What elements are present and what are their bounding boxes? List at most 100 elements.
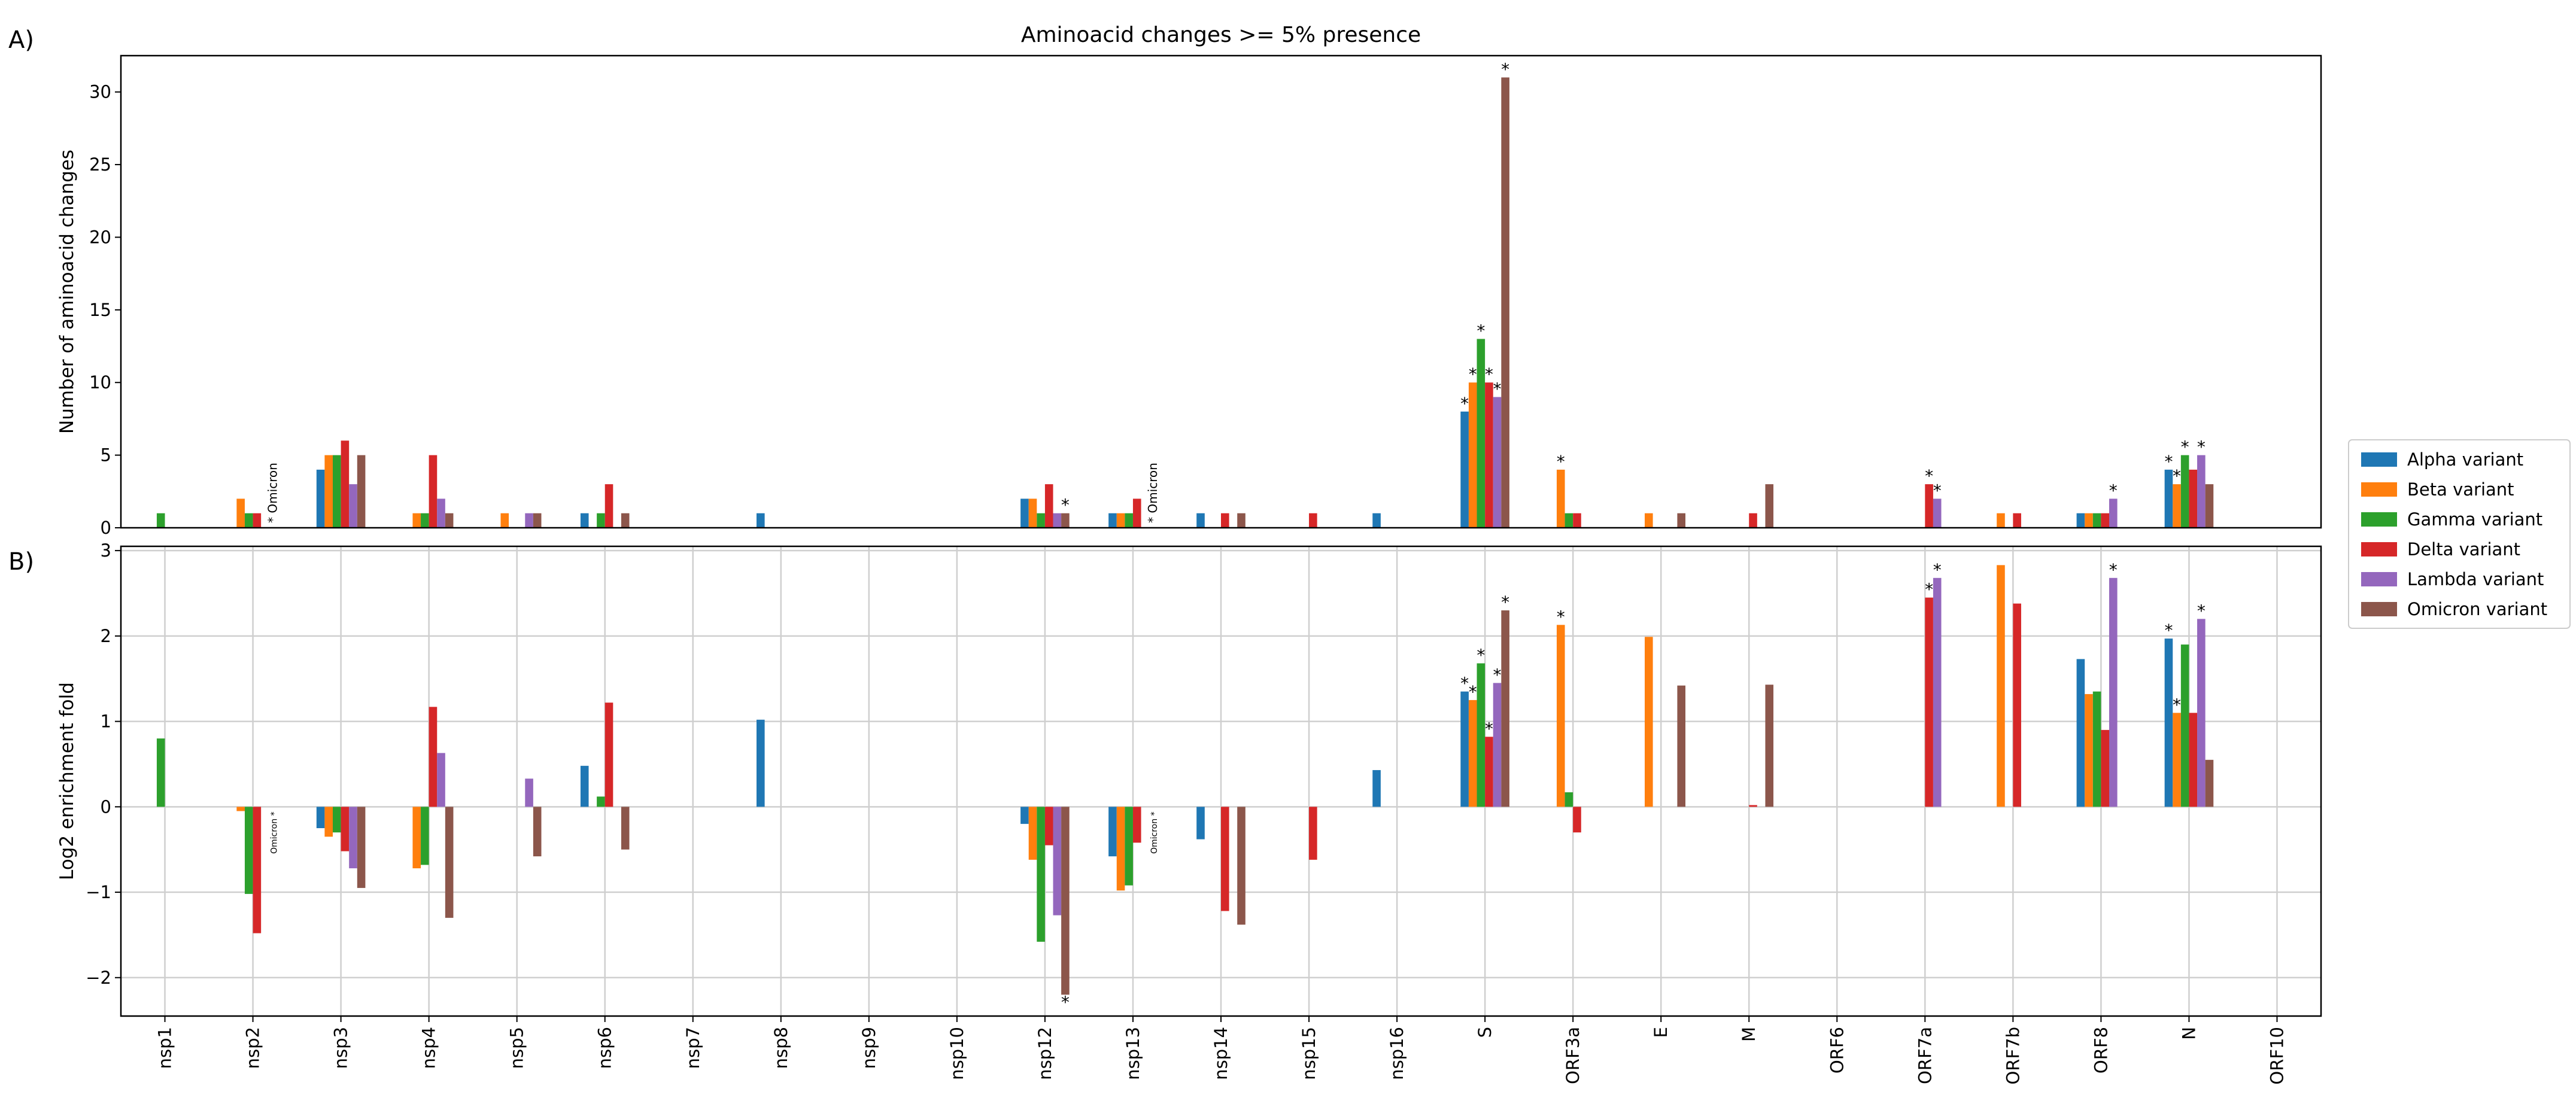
significance-asterisk: * xyxy=(1925,580,1933,600)
bar xyxy=(2173,484,2181,528)
bar xyxy=(1116,807,1125,891)
bar xyxy=(437,753,445,807)
bar xyxy=(2189,469,2198,528)
bar xyxy=(2085,513,2093,528)
bar xyxy=(1468,700,1477,807)
bar xyxy=(421,513,429,528)
bar xyxy=(324,807,333,837)
significance-asterisk: * xyxy=(1460,394,1469,413)
legend-swatch xyxy=(2361,602,2397,616)
bar xyxy=(2197,455,2206,528)
bar xyxy=(2085,694,2093,807)
omicron-annotation: * Omicron xyxy=(1146,463,1160,523)
legend-label: Omicron variant xyxy=(2407,599,2547,619)
bar xyxy=(1677,685,1685,807)
bar xyxy=(1020,807,1029,824)
bar xyxy=(2164,638,2173,807)
bar xyxy=(1221,513,1229,528)
bar xyxy=(2109,577,2118,807)
bar xyxy=(1501,77,1509,528)
x-tick-label: ORF7b xyxy=(2003,1027,2023,1085)
bar xyxy=(500,513,509,528)
bar xyxy=(445,807,454,918)
bar xyxy=(1037,807,1045,942)
bar xyxy=(1925,484,1933,528)
y-axis-label: Number of aminoacid changes xyxy=(56,150,78,434)
bar xyxy=(1372,770,1381,807)
bar xyxy=(236,807,245,811)
bar xyxy=(1460,411,1469,528)
bar xyxy=(236,498,245,528)
bar xyxy=(316,807,325,828)
omicron-annotation: * Omicron xyxy=(266,463,280,523)
significance-asterisk: * xyxy=(1469,682,1477,702)
x-tick-label: ORF7a xyxy=(1915,1027,1935,1084)
significance-asterisk: * xyxy=(1485,719,1493,738)
bar xyxy=(2180,644,2189,807)
y-tick-label: 15 xyxy=(89,300,111,320)
bar xyxy=(533,807,542,857)
bar xyxy=(333,455,341,528)
bar xyxy=(757,513,765,528)
significance-asterisk: * xyxy=(1557,607,1565,627)
significance-asterisk: * xyxy=(1557,452,1565,472)
bar xyxy=(1765,685,1774,807)
y-tick-label: 30 xyxy=(89,82,111,102)
x-tick-label: N xyxy=(2179,1027,2199,1040)
bar xyxy=(1485,737,1493,807)
bar xyxy=(2164,469,2173,528)
bar xyxy=(1108,513,1117,528)
legend: Alpha variant Beta variant Gamma variant De… xyxy=(2348,439,2571,629)
plot-frame xyxy=(120,54,2322,529)
significance-asterisk: * xyxy=(2173,695,2181,714)
bar xyxy=(2076,659,2085,807)
bar xyxy=(1125,807,1133,886)
bar xyxy=(1125,513,1133,528)
bar xyxy=(533,513,542,528)
bar xyxy=(2101,513,2109,528)
significance-asterisk: * xyxy=(1933,481,1942,500)
x-tick-label: nsp5 xyxy=(507,1027,527,1069)
bar xyxy=(621,513,630,528)
bar xyxy=(2180,455,2189,528)
bar xyxy=(445,513,454,528)
panel-b-label: B) xyxy=(8,548,34,576)
significance-asterisk: * xyxy=(1460,674,1469,694)
x-tick-label: nsp6 xyxy=(595,1027,615,1069)
legend-label: Beta variant xyxy=(2407,479,2514,500)
omicron-annotation: Omicron * xyxy=(270,811,280,854)
bar xyxy=(1477,663,1486,807)
bar xyxy=(621,807,630,850)
bar xyxy=(580,765,589,807)
bar xyxy=(1477,339,1486,528)
y-tick-label: 0 xyxy=(101,796,111,817)
bar xyxy=(1573,513,1581,528)
bar xyxy=(1925,597,1933,807)
x-tick-label: ORF8 xyxy=(2091,1027,2111,1073)
bar xyxy=(1573,807,1581,833)
bar xyxy=(357,455,366,528)
legend-swatch xyxy=(2361,452,2397,467)
bar xyxy=(1493,683,1502,807)
bar xyxy=(2189,713,2198,807)
bar xyxy=(1749,513,1757,528)
x-tick-label: ORF3a xyxy=(1563,1027,1583,1084)
x-tick-label: nsp12 xyxy=(1035,1027,1055,1080)
x-tick-label: nsp10 xyxy=(947,1027,967,1080)
y-tick-label: −2 xyxy=(86,968,111,988)
y-tick-label: 2 xyxy=(101,626,111,646)
bar xyxy=(1485,382,1493,528)
x-tick-label: nsp3 xyxy=(331,1027,351,1069)
x-tick-label: S xyxy=(1475,1027,1495,1038)
bar xyxy=(1645,513,1653,528)
bar xyxy=(597,513,605,528)
bar xyxy=(1677,513,1685,528)
bar xyxy=(357,807,366,888)
bar xyxy=(2173,713,2181,807)
bar xyxy=(1028,807,1037,860)
bar xyxy=(2092,691,2101,807)
bar xyxy=(1645,637,1653,807)
x-tick-label: nsp7 xyxy=(683,1027,703,1069)
y-tick-label: 25 xyxy=(89,154,111,175)
